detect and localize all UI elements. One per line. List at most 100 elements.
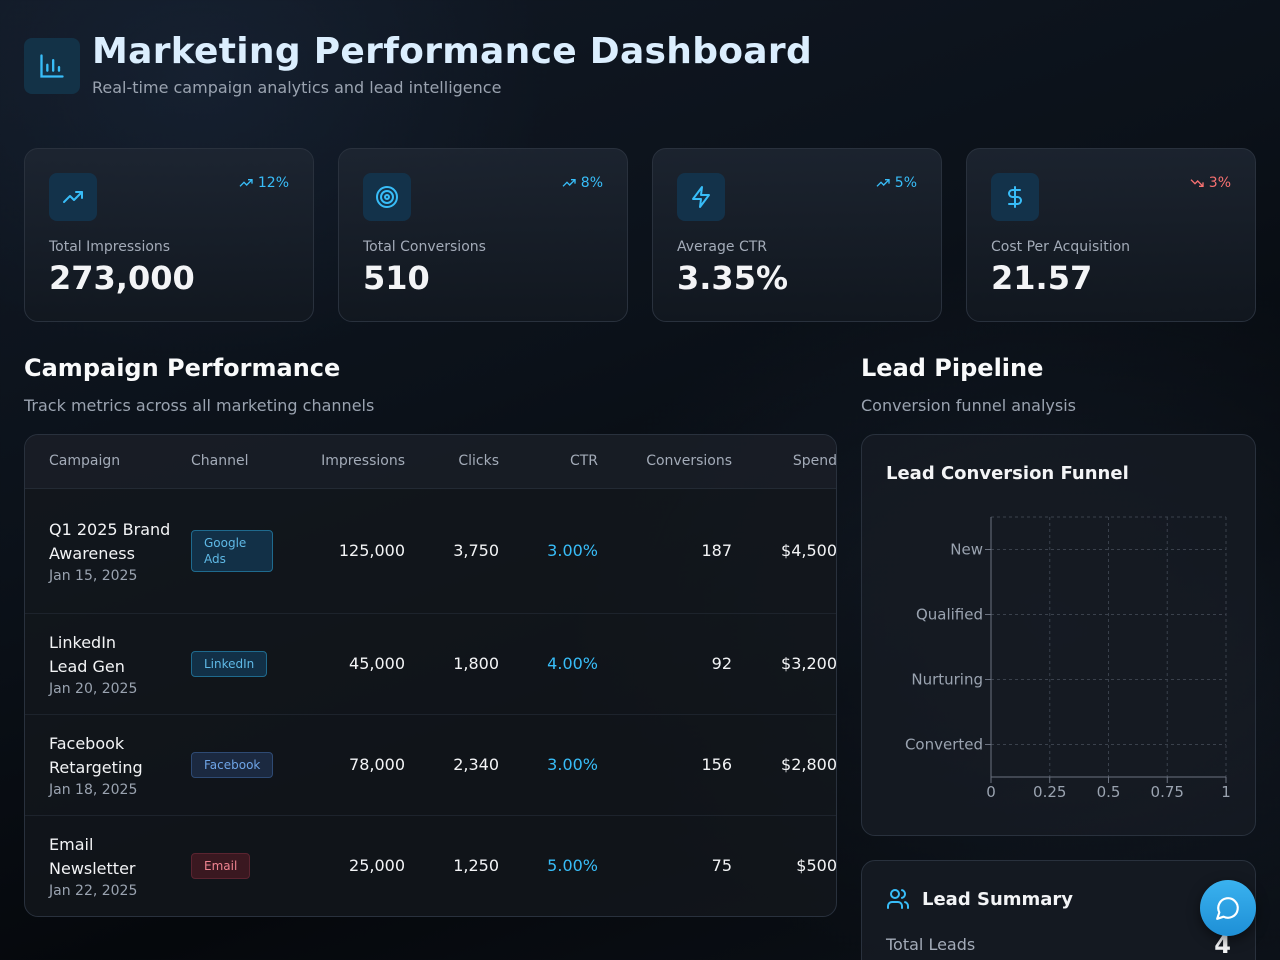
page-subtitle: Real-time campaign analytics and lead in… bbox=[92, 78, 502, 97]
ctr-cell: 5.00% bbox=[547, 856, 598, 876]
x-tick-label: 0.75 bbox=[1151, 783, 1184, 801]
page-header: Marketing Performance Dashboard Real-tim… bbox=[24, 30, 812, 97]
campaign-date: Jan 18, 2025 bbox=[49, 781, 138, 798]
column-header-campaign[interactable]: Campaign bbox=[25, 435, 191, 489]
kpi-card-conversions: 8% Total Conversions 510 bbox=[338, 148, 628, 322]
campaign-name: Facebook Retargeting bbox=[49, 733, 143, 777]
table-row[interactable]: LinkedIn Lead Gen Jan 20, 2025 LinkedIn … bbox=[25, 613, 836, 715]
kpi-label: Total Conversions bbox=[363, 239, 486, 255]
bar-chart-icon bbox=[24, 38, 80, 94]
kpi-label: Total Impressions bbox=[49, 239, 171, 255]
x-tick-label: 1 bbox=[1221, 783, 1231, 801]
kpi-value: 273,000 bbox=[49, 259, 195, 297]
trend-up-icon bbox=[562, 179, 576, 187]
table-row[interactable]: Q1 2025 Brand Awareness Jan 15, 2025 Goo… bbox=[25, 488, 836, 614]
campaign-name: Q1 2025 Brand Awareness bbox=[49, 519, 171, 563]
target-icon bbox=[363, 173, 411, 221]
page-title: Marketing Performance Dashboard bbox=[92, 31, 813, 72]
chart-title: Lead Conversion Funnel bbox=[886, 463, 1129, 484]
funnel-chart-card: Lead Conversion Funnel 0 0.25 0.5 0.75 1 New Q… bbox=[861, 434, 1256, 836]
column-header-spend[interactable]: Spend bbox=[732, 435, 836, 489]
x-tick-label: 0 bbox=[986, 783, 996, 801]
total-leads-value: 4 bbox=[1214, 931, 1231, 959]
ctr-cell: 3.00% bbox=[499, 488, 598, 614]
kpi-label: Cost Per Acquisition bbox=[991, 239, 1131, 255]
channel-badge: Google Ads bbox=[191, 529, 273, 572]
column-header-channel[interactable]: Channel bbox=[191, 435, 311, 489]
channel-badge: Facebook bbox=[191, 751, 274, 778]
column-header-ctr[interactable]: CTR bbox=[499, 435, 598, 489]
kpi-trend-value: 8% bbox=[580, 175, 603, 191]
campaign-name: LinkedIn Lead Gen bbox=[49, 632, 125, 676]
kpi-value: 510 bbox=[363, 259, 430, 297]
chat-button[interactable] bbox=[1200, 880, 1256, 936]
pipeline-section-title: Lead Pipeline bbox=[861, 354, 1044, 382]
lead-summary-card: Lead Summary Total Leads 4 bbox=[861, 860, 1256, 960]
y-tick-label: New bbox=[950, 541, 983, 559]
kpi-label: Average CTR bbox=[677, 239, 767, 255]
spend-cell: $4,500 bbox=[732, 488, 836, 614]
pipeline-section-subtitle: Conversion funnel analysis bbox=[861, 396, 1076, 415]
kpi-trend-value: 3% bbox=[1208, 175, 1231, 191]
zap-icon bbox=[677, 173, 725, 221]
channel-badge: Email bbox=[191, 852, 251, 879]
clicks-cell: 1,800 bbox=[405, 613, 499, 715]
spend-cell: $3,200 bbox=[732, 613, 836, 715]
kpi-trend: 5% bbox=[875, 175, 917, 191]
kpi-card-impressions: 12% Total Impressions 273,000 bbox=[24, 148, 314, 322]
conversions-cell: 156 bbox=[598, 714, 732, 816]
conversions-cell: 75 bbox=[711, 856, 732, 876]
kpi-trend: 3% bbox=[1189, 175, 1231, 191]
x-tick-label: 0.5 bbox=[1097, 783, 1121, 801]
summary-title: Lead Summary bbox=[922, 888, 1074, 910]
kpi-trend: 8% bbox=[561, 175, 603, 191]
kpi-card-cpa: 3% Cost Per Acquisition 21.57 bbox=[966, 148, 1256, 322]
clicks-cell: 1,250 bbox=[453, 856, 499, 876]
trending-up-icon bbox=[49, 173, 97, 221]
column-header-impressions[interactable]: Impressions bbox=[311, 435, 405, 489]
spend-cell: $2,800 bbox=[732, 714, 836, 816]
x-tick-label: 0.25 bbox=[1033, 783, 1066, 801]
kpi-value: 21.57 bbox=[991, 259, 1093, 297]
y-tick-label: Nurturing bbox=[911, 671, 983, 689]
y-tick-label: Converted bbox=[905, 736, 983, 754]
campaign-date: Jan 20, 2025 bbox=[49, 680, 138, 697]
kpi-value: 3.35% bbox=[677, 259, 789, 297]
campaign-section-subtitle: Track metrics across all marketing chann… bbox=[24, 396, 375, 415]
clicks-cell: 2,340 bbox=[405, 714, 499, 816]
table-row[interactable]: Facebook Retargeting Jan 18, 2025 Facebo… bbox=[25, 714, 836, 816]
users-icon bbox=[887, 889, 909, 909]
conversions-cell: 187 bbox=[598, 488, 732, 614]
kpi-row: 12% Total Impressions 273,000 8% Total C… bbox=[24, 148, 1256, 322]
trend-up-icon bbox=[239, 179, 253, 187]
total-leads-label: Total Leads bbox=[886, 935, 976, 954]
column-header-conversions[interactable]: Conversions bbox=[598, 435, 732, 489]
campaign-date: Jan 22, 2025 bbox=[49, 882, 138, 899]
campaign-section-title: Campaign Performance bbox=[24, 354, 341, 382]
table-header-row: Campaign Channel Impressions Clicks CTR … bbox=[25, 435, 836, 489]
funnel-chart: 0 0.25 0.5 0.75 1 New Qualified Nurturing Conver… bbox=[905, 516, 1231, 801]
y-tick-label: Qualified bbox=[916, 606, 983, 624]
chat-icon bbox=[1216, 897, 1239, 920]
kpi-trend: 12% bbox=[238, 175, 289, 191]
impressions-cell: 125,000 bbox=[311, 488, 405, 614]
campaign-table: Campaign Channel Impressions Clicks CTR … bbox=[24, 434, 837, 917]
table-row[interactable]: Email Newsletter Jan 22, 2025 Email 25,0… bbox=[25, 815, 837, 916]
clicks-cell: 3,750 bbox=[405, 488, 499, 614]
impressions-cell: 25,000 bbox=[349, 856, 405, 876]
ctr-cell: 3.00% bbox=[499, 714, 598, 816]
kpi-trend-value: 5% bbox=[894, 175, 917, 191]
dollar-icon bbox=[991, 173, 1039, 221]
campaign-date: Jan 15, 2025 bbox=[49, 567, 138, 584]
campaign-name: Email Newsletter bbox=[49, 834, 136, 878]
channel-badge: LinkedIn bbox=[191, 650, 268, 677]
impressions-cell: 78,000 bbox=[311, 714, 405, 816]
spend-cell: $500 bbox=[796, 856, 837, 876]
ctr-cell: 4.00% bbox=[499, 613, 598, 715]
impressions-cell: 45,000 bbox=[311, 613, 405, 715]
column-header-clicks[interactable]: Clicks bbox=[405, 435, 499, 489]
kpi-trend-value: 12% bbox=[257, 175, 289, 191]
conversions-cell: 92 bbox=[598, 613, 732, 715]
kpi-card-ctr: 5% Average CTR 3.35% bbox=[652, 148, 942, 322]
trend-down-icon bbox=[1190, 179, 1204, 187]
